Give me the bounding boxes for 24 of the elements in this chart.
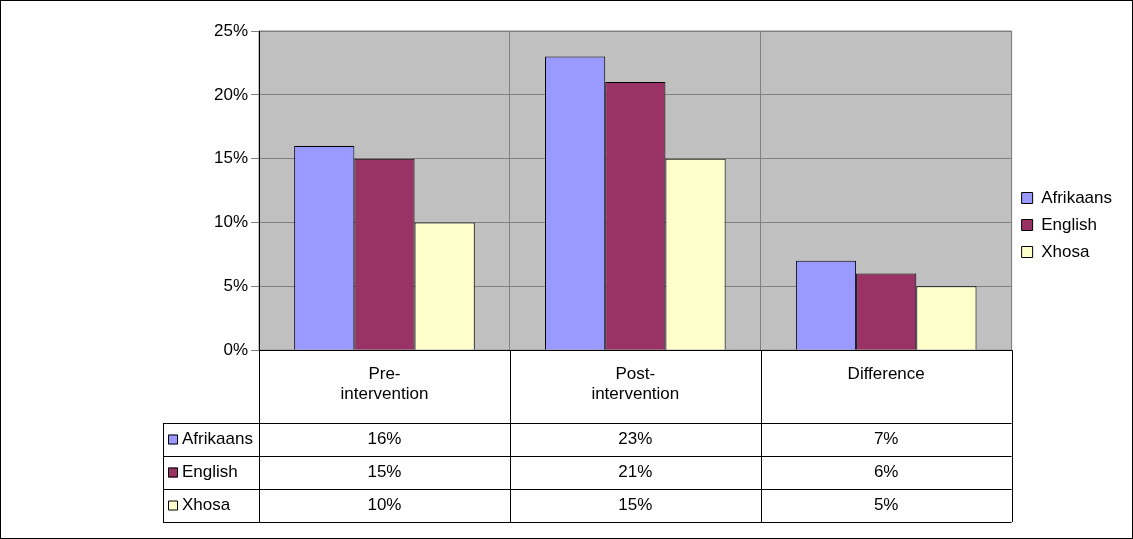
- data-label: 16%: [367, 429, 402, 449]
- y-tick-label: 15%: [213, 148, 249, 168]
- data-label: 21%: [618, 462, 653, 482]
- x-tick-label: Pre-intervention: [340, 364, 429, 404]
- legend-label: Afrikaans: [182, 429, 253, 449]
- legend-label: Xhosa: [1041, 241, 1090, 261]
- x-tick-label: Difference: [847, 364, 925, 384]
- text: English: [182, 462, 238, 482]
- data-label: 6%: [873, 462, 899, 482]
- y-tick-label: 25%: [213, 20, 249, 40]
- text: Afrikaans: [1041, 187, 1113, 207]
- data-label: 5%: [873, 495, 899, 515]
- y-tick-label: 20%: [213, 84, 249, 104]
- legend-label: English: [1041, 214, 1097, 234]
- text: Xhosa: [182, 495, 231, 515]
- data-label: 23%: [618, 429, 653, 449]
- y-tick-label: 0%: [223, 339, 249, 359]
- data-label: 10%: [367, 495, 402, 515]
- data-label: 15%: [618, 495, 653, 515]
- y-tick-label: 10%: [213, 212, 249, 232]
- data-label: 7%: [873, 429, 899, 449]
- x-tick-label: Post-intervention: [591, 364, 680, 404]
- data-label: 15%: [367, 462, 402, 482]
- y-tick-label: 5%: [223, 276, 249, 296]
